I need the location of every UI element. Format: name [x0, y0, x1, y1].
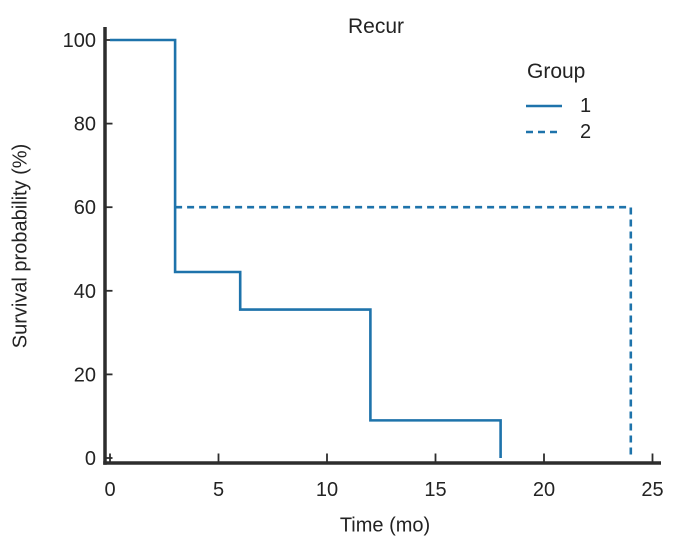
legend-item-group1: 1 — [526, 93, 591, 119]
legend-item-group2: 2 — [526, 119, 591, 145]
legend-title: Group — [527, 60, 586, 83]
x-tick-label: 20 — [533, 479, 555, 501]
y-tick-label: 60 — [74, 197, 96, 219]
dashed-line-swatch-icon — [526, 130, 562, 134]
y-tick-label: 0 — [85, 448, 96, 470]
x-tick-label: 5 — [213, 479, 224, 501]
y-tick-label: 80 — [74, 114, 96, 136]
y-tick-label: 20 — [74, 364, 96, 386]
x-tick-label: 15 — [424, 479, 446, 501]
legend-label-group2: 2 — [580, 120, 592, 143]
x-tick-label: 25 — [641, 479, 663, 501]
y-tick-label: 40 — [74, 281, 96, 303]
x-tick-label: 10 — [316, 479, 338, 501]
chart-title: Recur — [347, 15, 405, 38]
km-curve-group-1 — [110, 38, 502, 458]
x-tick-label: 0 — [104, 479, 115, 501]
y-tick-label: 100 — [63, 30, 96, 52]
y-axis-label: Survival probability (%) — [9, 143, 32, 349]
solid-line-swatch-icon — [526, 104, 562, 108]
legend: Group 1 2 — [526, 60, 591, 145]
legend-label-group1: 1 — [580, 94, 592, 117]
x-axis-label: Time (mo) — [339, 514, 431, 537]
